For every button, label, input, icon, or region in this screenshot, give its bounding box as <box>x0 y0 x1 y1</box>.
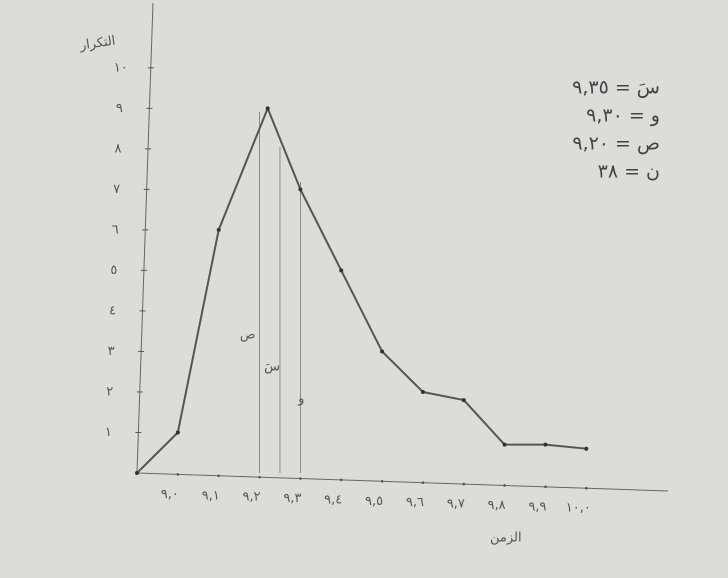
x-tick-label: ٩,٤ <box>324 492 342 507</box>
x-tick <box>299 477 302 480</box>
point <box>265 106 270 111</box>
point <box>502 442 507 447</box>
point <box>420 389 425 394</box>
x-tick <box>585 486 588 490</box>
y-axis-label: التكرار <box>78 34 116 54</box>
point <box>339 268 344 273</box>
x-tick-label: ١٠,٠ <box>566 501 591 516</box>
x-tick-label: ٩,٨ <box>488 498 506 513</box>
y-tick-label: ٧ <box>113 182 120 197</box>
point <box>543 442 548 447</box>
x-tick <box>380 480 384 483</box>
x-tick-label: ٩,٢ <box>242 490 260 505</box>
curve <box>136 107 587 474</box>
x-tick <box>421 481 425 484</box>
x-tick <box>462 482 466 486</box>
reference-label: ص <box>240 328 256 343</box>
y-tick-label: ٥ <box>110 263 117 278</box>
y-tick-label: ١ <box>105 425 112 440</box>
point <box>216 227 221 232</box>
x-tick-label: ٩,٣ <box>283 491 301 506</box>
x-axis <box>136 472 669 492</box>
annotation: ص = ٩,٢٠ <box>572 133 660 155</box>
point <box>584 446 589 451</box>
annotation: سَ = ٩,٣٥ <box>572 77 660 99</box>
x-tick <box>217 474 220 478</box>
y-tick-label: ٩ <box>116 101 123 116</box>
x-tick <box>503 484 506 487</box>
x-tick-label: ٩,٥ <box>365 494 383 509</box>
x-tick <box>339 478 343 482</box>
y-tick-label: ١٠ <box>114 60 128 75</box>
x-tick-label: ٩,٠ <box>161 487 179 502</box>
x-tick <box>258 475 261 479</box>
x-tick-label: ٩,٧ <box>447 497 465 512</box>
x-tick <box>176 473 180 476</box>
x-tick <box>544 485 547 489</box>
y-tick-label: ٨ <box>115 141 122 156</box>
reference-label: و <box>297 392 304 407</box>
annotation: و = ٩,٣٠ <box>586 105 660 127</box>
y-tick-label: ٢ <box>106 384 113 399</box>
reference-label: سَ <box>264 360 280 375</box>
x-tick-label: ٩,٩ <box>528 499 546 514</box>
y-tick-label: ٣ <box>108 344 115 359</box>
point <box>380 349 385 354</box>
annotation: ن = ٣٨ <box>598 161 660 183</box>
y-axis <box>136 2 154 474</box>
point <box>135 471 139 475</box>
x-tick-label: ٩,١ <box>202 488 220 503</box>
point <box>298 187 303 192</box>
y-tick-label: ٤ <box>109 303 116 318</box>
point <box>461 398 466 403</box>
x-tick-label: ٩,٦ <box>406 495 424 510</box>
x-axis-label: الزمن <box>490 531 522 546</box>
y-tick-label: ٦ <box>112 222 119 237</box>
point <box>175 430 180 435</box>
